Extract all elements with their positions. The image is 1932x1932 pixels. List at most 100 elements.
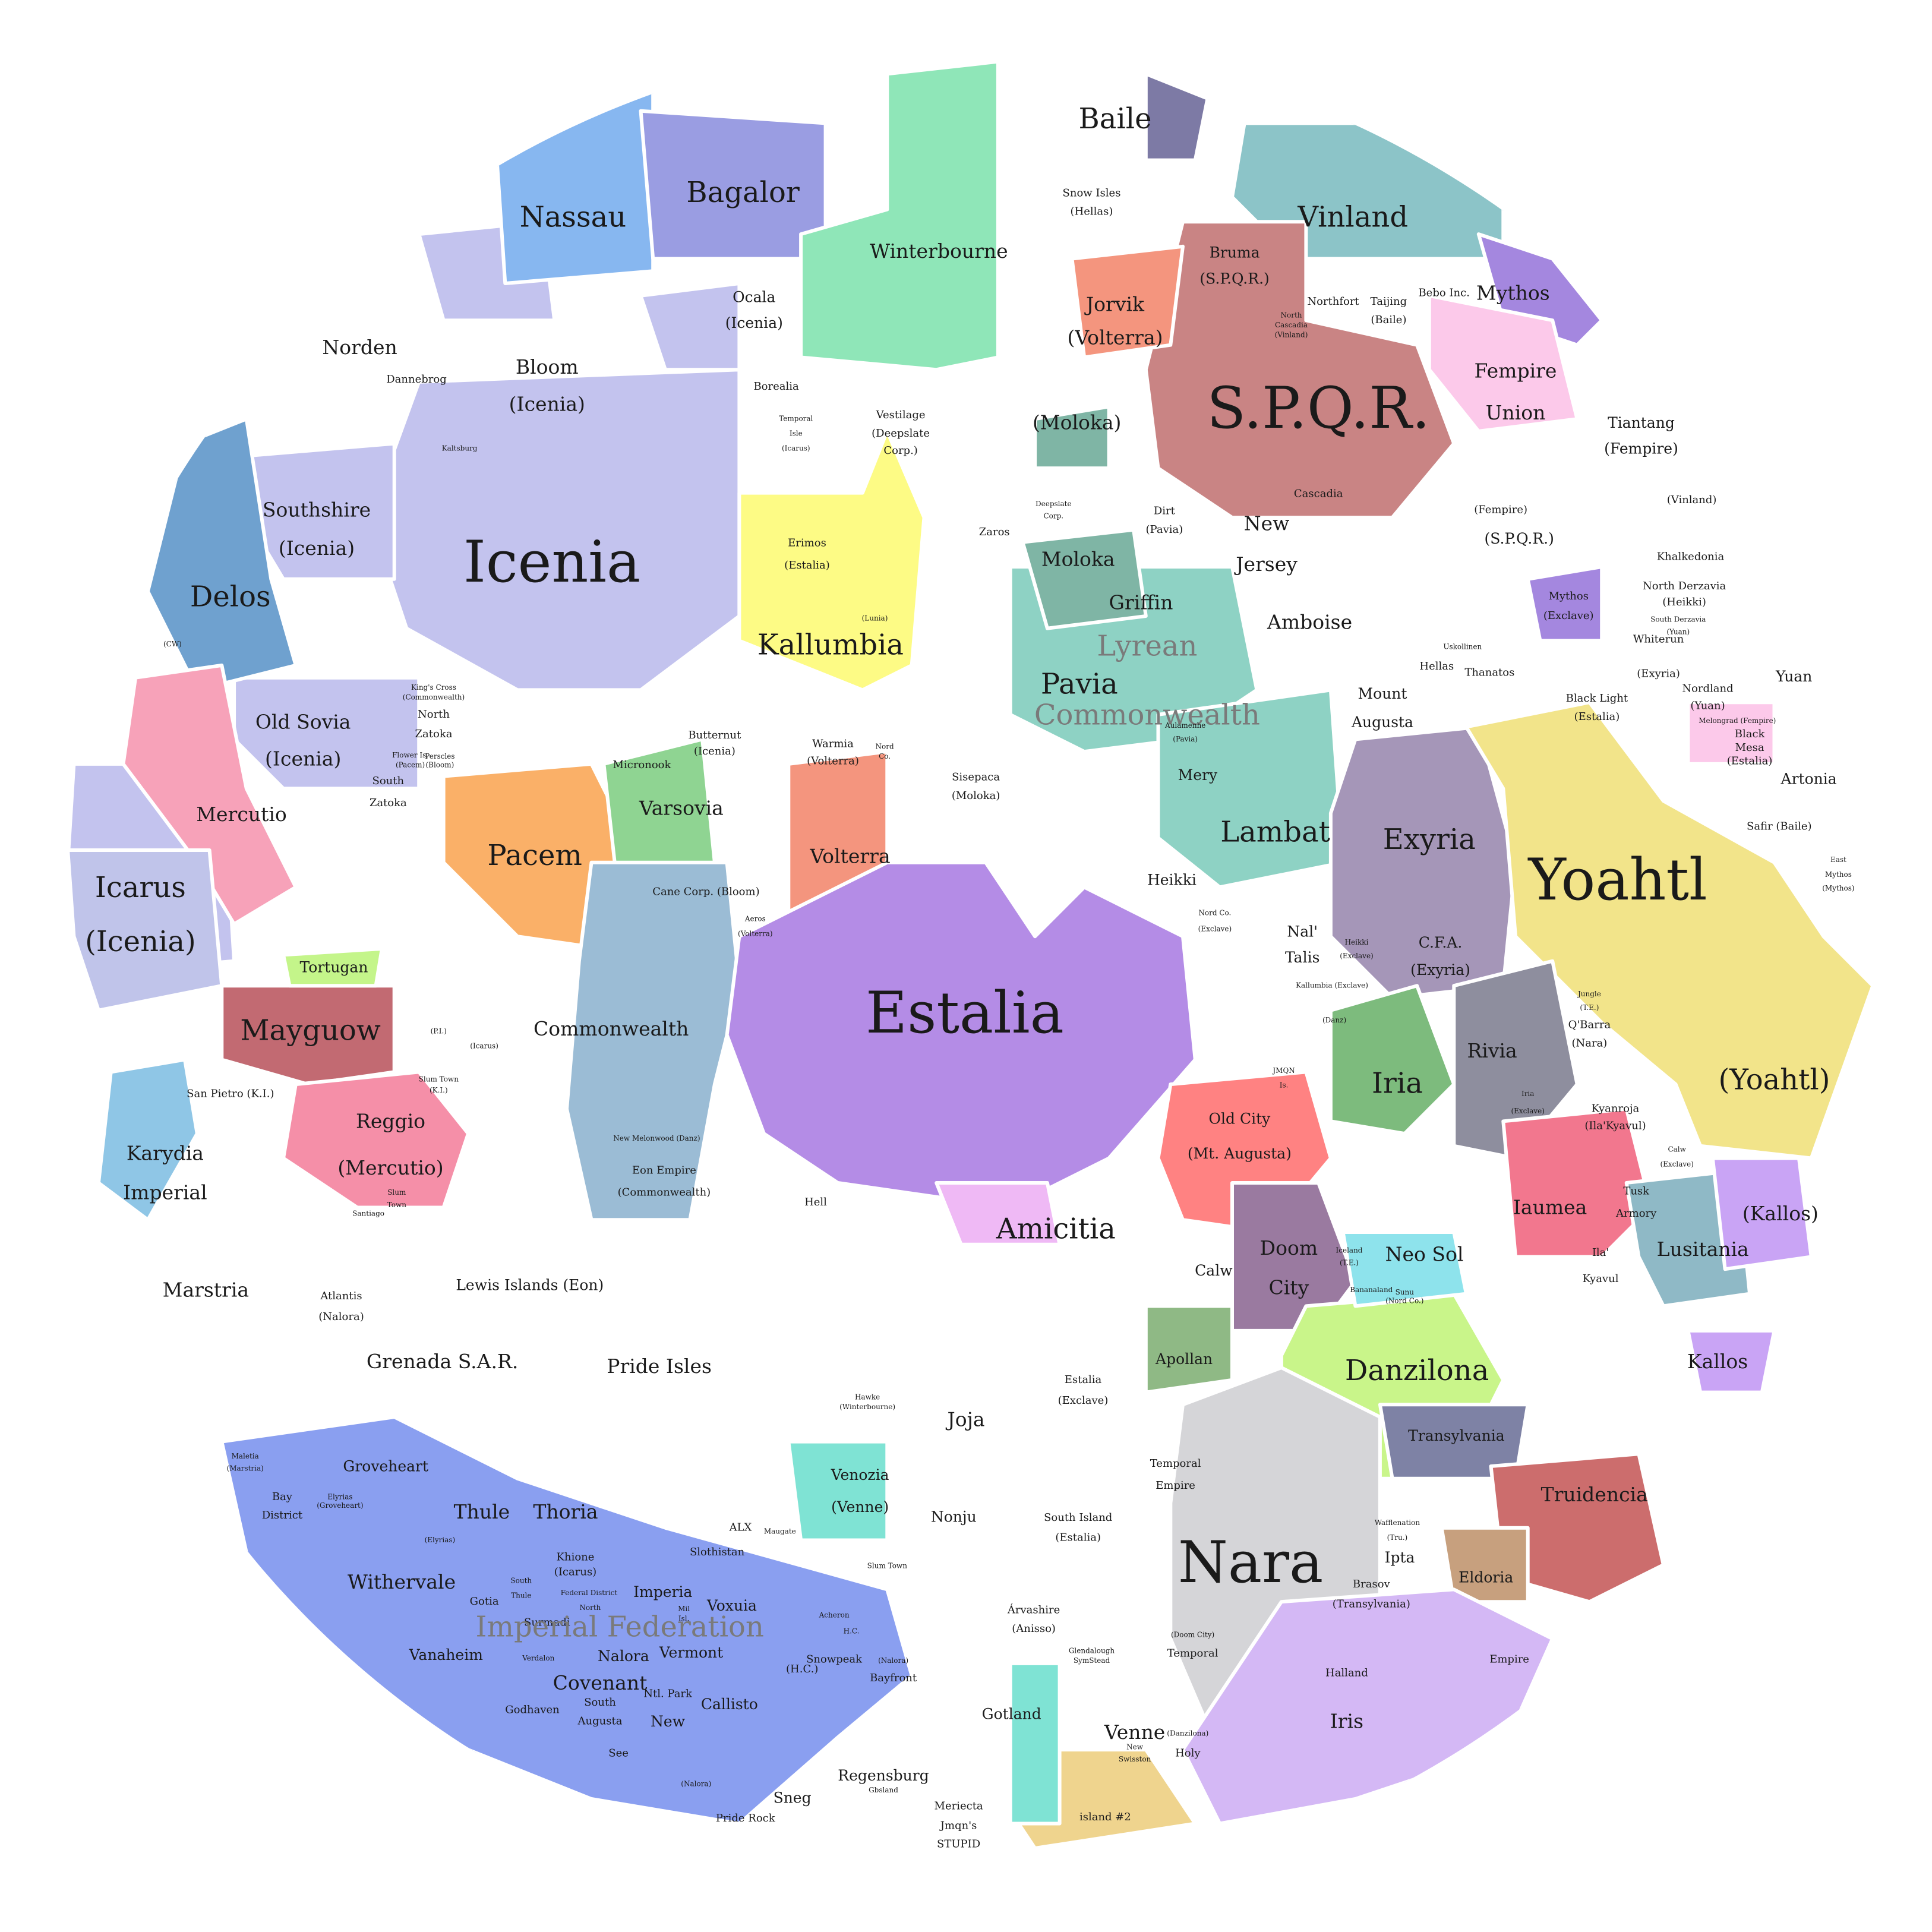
- region-iria: [1328, 984, 1456, 1136]
- map-label: S.P.Q.R.: [1207, 375, 1430, 441]
- map-label: Ipta: [1385, 1549, 1415, 1566]
- region-moloka: [1021, 528, 1148, 630]
- map-label: Talis: [1285, 949, 1319, 966]
- region-estalia: [725, 860, 1197, 1210]
- map-label: Nord Co.: [1198, 908, 1231, 917]
- map-label: Venne: [1104, 1721, 1165, 1744]
- map-label: Temporal: [779, 415, 813, 423]
- map-label: Whiterun: [1633, 633, 1684, 645]
- map-label: Kaltsburg: [442, 444, 478, 452]
- map-label: (Volterra): [1068, 326, 1163, 349]
- map-label: Bloom: [516, 355, 579, 378]
- map-label: Callisto: [701, 1696, 758, 1713]
- map-label: Slum: [387, 1188, 406, 1197]
- map-label: Bruma: [1210, 244, 1260, 261]
- map-label: Snowpeak: [806, 1653, 863, 1666]
- map-label: Augusta: [577, 1715, 623, 1727]
- map-label: Ocala: [733, 288, 775, 305]
- map-label: Yoahtl: [1527, 847, 1707, 913]
- map-label: (Pavia): [1146, 523, 1183, 536]
- map-label: (Elyrias): [425, 1536, 456, 1544]
- map-label: South: [372, 775, 405, 787]
- map-label: Nalora: [598, 1647, 649, 1665]
- map-label: Calw: [1195, 1262, 1233, 1279]
- map-label: (Exclave): [1058, 1394, 1109, 1407]
- map-label: Atlantis: [320, 1290, 362, 1302]
- map-label: Icenia: [463, 529, 640, 595]
- map-label: H.C.: [844, 1627, 860, 1635]
- map-label: North: [579, 1603, 601, 1612]
- map-label: San Pietro (K.I.): [187, 1088, 274, 1100]
- map-label: (Marstria): [227, 1464, 264, 1473]
- map-label: Cane Corp. (Bloom): [652, 886, 759, 898]
- map-label: (Estalia): [784, 559, 830, 572]
- map-label: Heikki: [1147, 871, 1197, 888]
- map-label: (Venne): [831, 1498, 889, 1516]
- map-label: (K.I.): [430, 1086, 448, 1094]
- map-label: (Kallos): [1742, 1202, 1819, 1225]
- map-label: Mayguow: [240, 1014, 381, 1047]
- map-label: (Yuan): [1666, 628, 1690, 636]
- map-label: Maugate: [764, 1527, 796, 1536]
- map-label: Swisston: [1119, 1755, 1151, 1763]
- map-label: Union: [1486, 401, 1546, 424]
- region-winterbourne: [799, 59, 1000, 372]
- map-label: Bebo Inc.: [1418, 287, 1469, 299]
- map-label: (Icenia): [725, 314, 783, 332]
- region-yoahtl: [1464, 700, 1875, 1160]
- map-label: Commonwealth: [1034, 699, 1260, 732]
- map-label: Wafflenation: [1375, 1519, 1420, 1527]
- region-iaumea: [1501, 1107, 1653, 1259]
- map-label: Vanaheim: [409, 1646, 484, 1663]
- map-label: (Deepslate: [872, 427, 930, 440]
- map-label: South: [584, 1696, 616, 1709]
- map-label: Augusta: [1351, 714, 1413, 731]
- map-label: (Transylvania): [1333, 1598, 1410, 1610]
- map-label: SymStead: [1074, 1656, 1110, 1665]
- map-label: (Anisso): [1012, 1622, 1056, 1635]
- map-label: Tusk: [1623, 1185, 1650, 1198]
- map-label: Is.: [1280, 1081, 1289, 1090]
- map-label: island #2: [1079, 1811, 1131, 1823]
- map-label: Estalia: [866, 980, 1064, 1046]
- map-label: Bayfront: [870, 1672, 917, 1684]
- map-label: (Danzilona): [1167, 1729, 1208, 1738]
- map-label: (Pavia): [1173, 735, 1198, 743]
- map-label: Apollan: [1155, 1350, 1213, 1368]
- map-label: ALX: [729, 1521, 752, 1534]
- map-label: Aulamenhe: [1164, 721, 1205, 730]
- map-label: Varsovia: [639, 797, 724, 820]
- map-label: Withervale: [348, 1570, 456, 1593]
- map-label: (Fempire): [1604, 440, 1678, 457]
- map-label: Southshire: [263, 498, 371, 522]
- map-label: Temporal: [1167, 1647, 1218, 1659]
- map-label: Bay: [272, 1491, 293, 1503]
- map-label: Covenant: [553, 1671, 648, 1694]
- map-label: (Commonwealth): [618, 1186, 711, 1199]
- map-label: Árvashire: [1007, 1603, 1060, 1617]
- map-label: (Nord Co.): [1385, 1297, 1423, 1305]
- map-label: Grenada S.A.R.: [367, 1350, 518, 1373]
- map-label: Khione: [557, 1551, 595, 1564]
- map-label: Baile: [1079, 102, 1152, 135]
- map-label: (Nara): [1571, 1037, 1607, 1050]
- map-label: Tiantang: [1608, 414, 1675, 431]
- map-label: Joja: [945, 1407, 984, 1431]
- map-label: Hellas: [1419, 660, 1454, 673]
- map-label: Butternut: [688, 729, 741, 741]
- map-label: New Melonwood (Danz): [613, 1134, 700, 1142]
- map-label: (T.E.): [1580, 1003, 1599, 1012]
- map-label: (Icenia): [509, 392, 585, 415]
- map-label: Town: [387, 1201, 407, 1209]
- map-label: (Nalora): [318, 1311, 364, 1323]
- map-label: Groveheart: [343, 1458, 428, 1475]
- map-label: Zatoka: [370, 797, 407, 809]
- region-icarus: [66, 848, 224, 1012]
- map-label: Erimos: [788, 537, 826, 550]
- region-fempire-union: [1427, 293, 1579, 433]
- map-label: See: [608, 1747, 629, 1759]
- map-label: Taijing: [1371, 295, 1407, 308]
- region-apollan: [1144, 1304, 1234, 1394]
- map-label: Amicitia: [996, 1212, 1116, 1245]
- map-label: Acheron: [819, 1611, 850, 1620]
